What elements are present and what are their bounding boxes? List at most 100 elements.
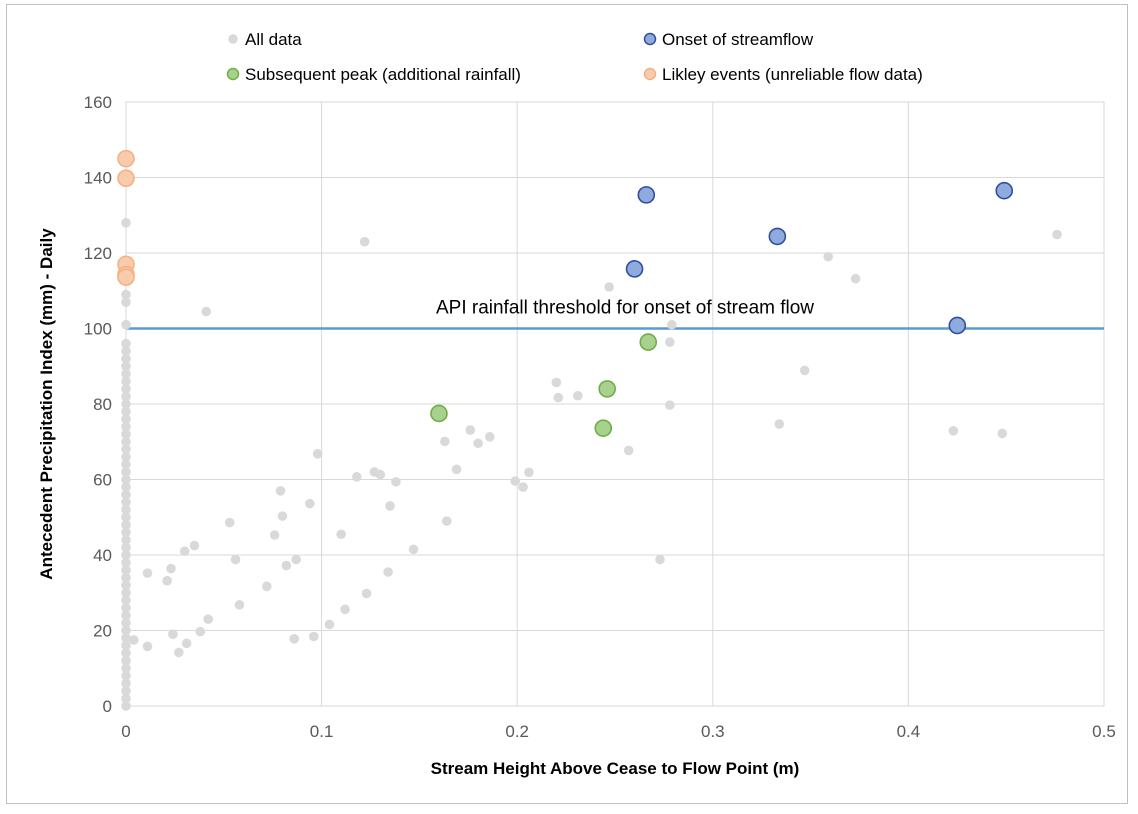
y-tick-label: 120 [84, 244, 112, 263]
data-point [121, 542, 131, 553]
data-point [121, 686, 131, 696]
series-3 [117, 149, 135, 286]
data-point [408, 544, 419, 555]
legend-label: All data [245, 30, 302, 49]
data-point [121, 399, 131, 409]
data-point [995, 181, 1014, 200]
y-tick-label: 20 [93, 622, 112, 641]
data-point [604, 282, 614, 292]
data-point [121, 648, 131, 658]
data-point [121, 384, 131, 394]
data-point [451, 464, 462, 475]
data-point [262, 581, 272, 592]
data-point [168, 629, 178, 640]
y-tick-label: 80 [93, 395, 112, 414]
data-point [121, 527, 131, 538]
data-point [121, 520, 131, 530]
y-tick-label: 160 [84, 93, 112, 112]
threshold-label: API rainfall threshold for onset of stre… [436, 298, 814, 319]
data-point [774, 419, 785, 429]
data-point [375, 469, 386, 480]
x-tick-label: 0.3 [701, 722, 725, 741]
legend-item: Likley events (unreliable flow data) [643, 65, 923, 84]
data-point [281, 560, 292, 571]
data-point [121, 678, 131, 689]
data-point [510, 476, 521, 486]
data-point [594, 419, 613, 437]
data-point [305, 498, 315, 509]
data-point [142, 568, 153, 578]
data-point [465, 425, 476, 435]
data-point [485, 432, 495, 442]
x-tick-label: 0.2 [505, 722, 529, 741]
data-point [174, 647, 184, 658]
data-point [637, 186, 656, 204]
data-point [230, 554, 241, 565]
data-point [361, 588, 372, 599]
data-point [121, 376, 131, 387]
data-point [181, 638, 192, 649]
x-tick-label: 0.4 [897, 722, 921, 741]
data-point [121, 701, 131, 711]
data-point [117, 169, 135, 188]
data-point [121, 603, 131, 613]
data-point [121, 452, 131, 462]
data-point [121, 535, 131, 545]
data-point [117, 149, 135, 168]
data-point [518, 482, 528, 492]
data-point [117, 268, 135, 286]
x-axis-title: Stream Height Above Cease to Flow Point … [431, 759, 800, 778]
data-point [666, 319, 677, 330]
data-point [277, 511, 288, 521]
data-point [121, 391, 131, 402]
data-point [121, 557, 131, 568]
data-point [573, 390, 583, 401]
data-point [121, 489, 131, 500]
data-point [441, 516, 452, 526]
data-point [121, 218, 131, 228]
series-0 [121, 218, 1062, 711]
data-point [352, 472, 362, 482]
data-point [275, 486, 286, 496]
legend-label: Subsequent peak (additional rainfall) [245, 65, 521, 84]
data-point [473, 438, 483, 449]
series-2 [430, 333, 658, 437]
data-point [121, 504, 131, 515]
legend-marker [643, 67, 657, 81]
grid [125, 101, 1105, 707]
data-point [121, 297, 131, 307]
data-point [121, 414, 131, 424]
data-point [440, 436, 450, 447]
data-point [948, 316, 967, 335]
data-point [234, 600, 245, 610]
data-point [391, 476, 401, 487]
data-point [121, 406, 131, 417]
y-tick-label: 0 [103, 697, 112, 716]
data-point [639, 333, 658, 351]
legend-item: All data [228, 30, 302, 49]
data-point [121, 587, 131, 598]
data-point [850, 273, 861, 284]
data-point [121, 474, 131, 485]
legend-item: Onset of streamflow [643, 30, 814, 49]
x-tick-label: 0 [121, 722, 130, 741]
data-point [269, 530, 280, 540]
data-point [121, 595, 131, 606]
data-point [121, 361, 131, 372]
data-point [1052, 229, 1062, 240]
legend-item: Subsequent peak (additional rainfall) [226, 65, 521, 84]
data-point [195, 626, 206, 637]
legend-marker [226, 67, 240, 81]
data-point [121, 671, 131, 681]
x-tick-label: 0.1 [310, 722, 334, 741]
data-point [121, 618, 131, 628]
data-point [121, 459, 131, 470]
data-point [823, 251, 834, 262]
legend-marker [228, 34, 238, 44]
data-point [121, 289, 131, 300]
data-point [203, 614, 213, 624]
data-point [121, 610, 131, 621]
data-point [121, 655, 131, 666]
data-point [385, 501, 395, 511]
